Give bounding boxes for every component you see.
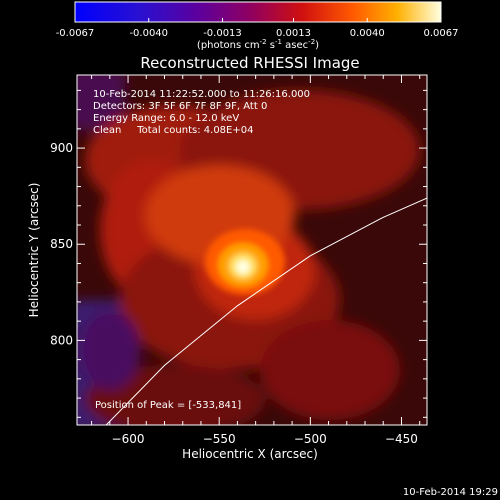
peak-position-label: Position of Peak = [-533,841]: [95, 400, 241, 411]
plot-frame: [76, 74, 428, 426]
x-tick-label: −600: [112, 432, 145, 446]
colorbar-tick-label: -0.0013: [203, 28, 242, 39]
colorbar-tick-label: -0.0067: [56, 28, 95, 39]
y-tick-label: 850: [50, 237, 73, 251]
info-text: 10-Feb-2014 11:22:52.000 to 11:26:16.000…: [93, 89, 310, 136]
info-line-clean: Clean Total counts: 4.08E+04: [93, 125, 253, 136]
colorbar-tick-label: 0.0040: [350, 28, 385, 39]
solar-limb-line: [105, 197, 427, 425]
x-tick-label: −450: [385, 432, 418, 446]
colorbar: [74, 1, 442, 23]
colorbar-tick-label: -0.0040: [129, 28, 168, 39]
y-axis-label: Heliocentric Y (arcsec): [27, 183, 41, 318]
colorbar-tick-label: 0.0013: [276, 28, 311, 39]
colorbar-ticks: -0.0067 -0.0040 -0.0013 0.0013 0.0040 0.0067: [56, 18, 459, 39]
x-axis-label: Heliocentric X (arcsec): [182, 447, 318, 461]
info-line-detectors: Detectors: 3F 5F 6F 7F 8F 9F, Att 0: [93, 101, 267, 112]
info-line-energy: Energy Range: 6.0 - 12.0 keV: [93, 113, 239, 124]
colorbar-tick-label: 0.0067: [424, 28, 459, 39]
x-tick-label: −500: [294, 432, 327, 446]
y-axis-ticks: 800 850 900: [50, 89, 427, 418]
footer-timestamp: 10-Feb-2014 19:29: [403, 487, 498, 498]
x-tick-label: −550: [203, 432, 236, 446]
chart-title: Reconstructed RHESSI Image: [140, 54, 359, 72]
y-tick-label: 800: [50, 333, 73, 347]
heatmap-image: [77, 75, 427, 425]
y-tick-label: 900: [50, 141, 73, 155]
info-line-time: 10-Feb-2014 11:22:52.000 to 11:26:16.000: [93, 89, 310, 100]
x-axis-ticks: −600 −550 −500 −450: [91, 75, 421, 446]
colorbar-label: (photons cm-2 s-1 asec-2): [197, 38, 319, 51]
